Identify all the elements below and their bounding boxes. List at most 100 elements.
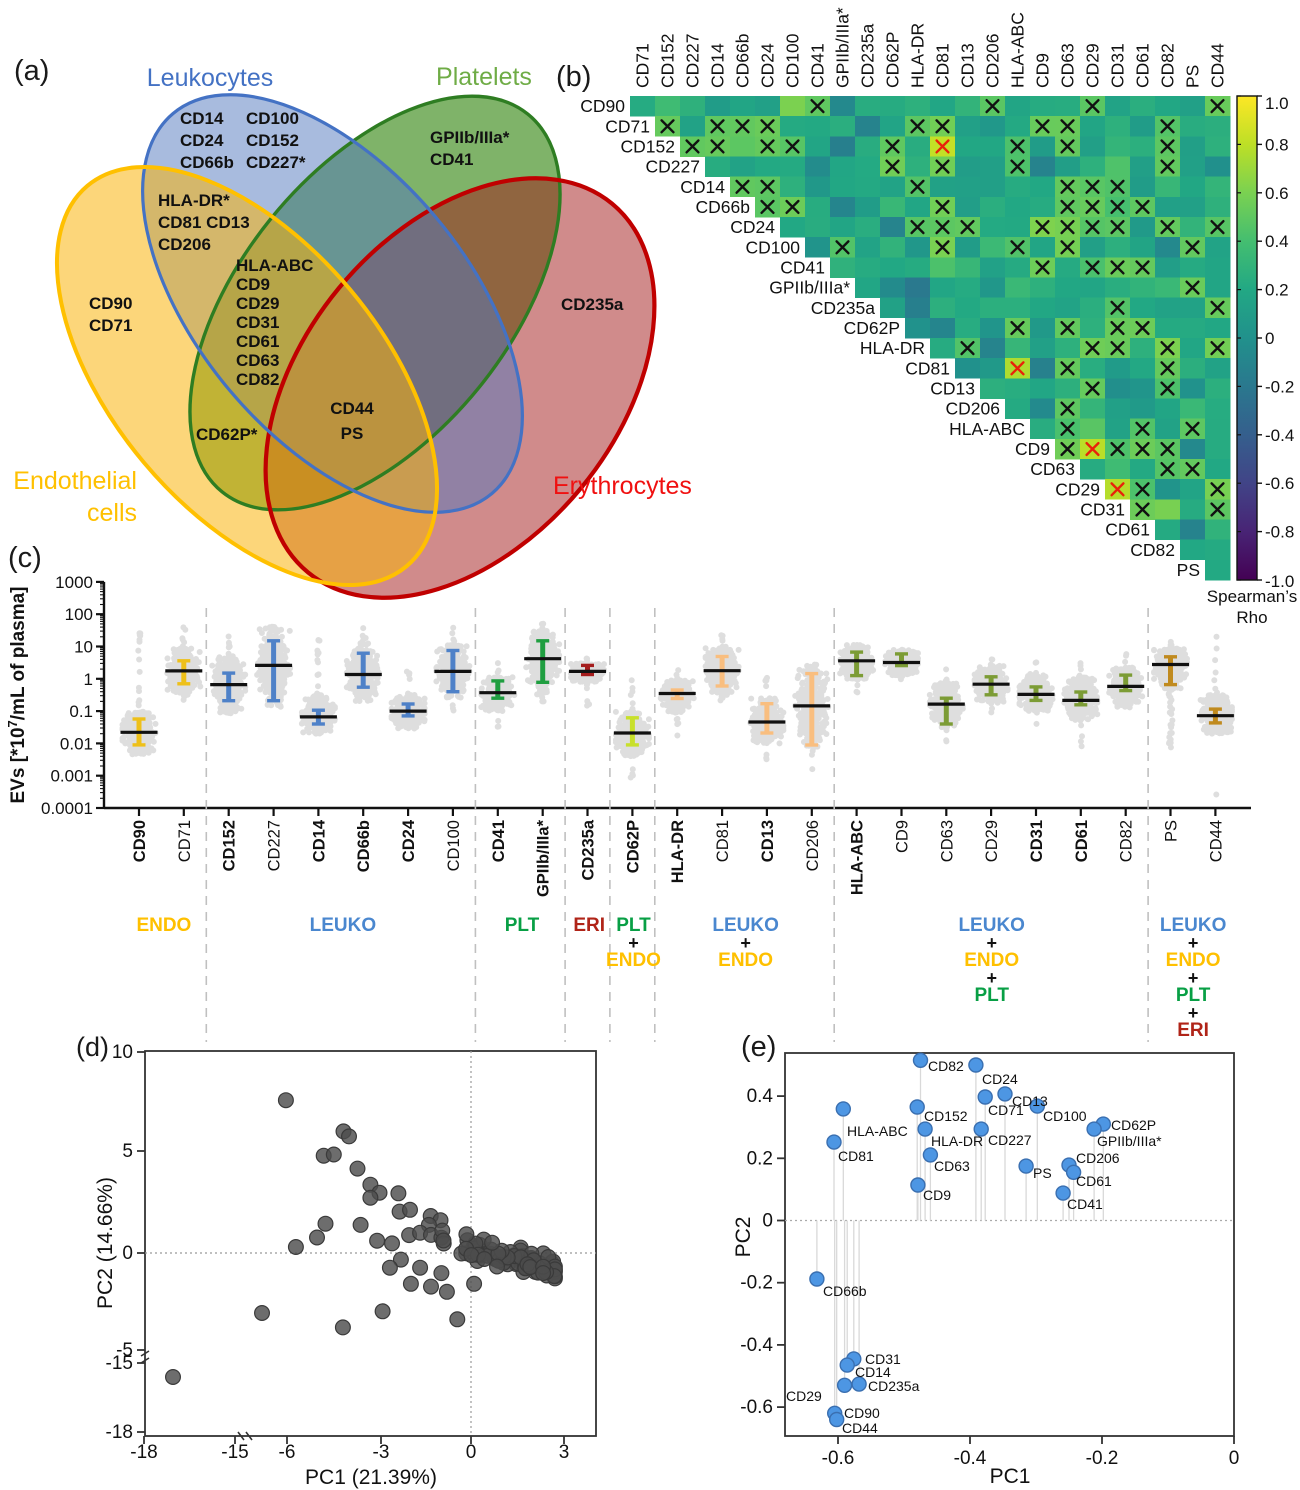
- svg-text:LEUKO: LEUKO: [958, 915, 1025, 936]
- svg-text:-0.6: -0.6: [822, 1448, 855, 1469]
- svg-text:LEUKO: LEUKO: [712, 915, 779, 936]
- svg-text:CD90: CD90: [844, 1405, 880, 1421]
- svg-text:PLT: PLT: [505, 915, 540, 936]
- svg-text:10: 10: [74, 638, 93, 657]
- svg-text:EVs [*107/mL of plasma]: EVs [*107/mL of plasma]: [5, 586, 30, 803]
- svg-text:CD227: CD227: [646, 157, 700, 177]
- svg-text:CD206: CD206: [158, 235, 211, 254]
- svg-text:HLA-DR: HLA-DR: [669, 820, 687, 883]
- svg-text:CD152: CD152: [924, 1108, 968, 1124]
- svg-text:CD82: CD82: [928, 1058, 964, 1074]
- svg-text:-15: -15: [221, 1442, 248, 1463]
- svg-text:CD41: CD41: [1067, 1196, 1103, 1212]
- svg-text:CD227*: CD227*: [246, 153, 306, 172]
- svg-text:CD14: CD14: [708, 43, 728, 88]
- svg-text:PS: PS: [1033, 1165, 1052, 1181]
- svg-text:0.01: 0.01: [60, 734, 93, 753]
- svg-text:CD24: CD24: [758, 43, 778, 88]
- svg-text:5: 5: [122, 1141, 133, 1162]
- svg-text:0.8: 0.8: [1265, 135, 1289, 154]
- svg-text:CD100: CD100: [746, 237, 801, 257]
- svg-text:CD9: CD9: [1015, 439, 1050, 459]
- svg-text:CD41: CD41: [430, 150, 473, 169]
- svg-text:CD66b: CD66b: [696, 197, 750, 217]
- svg-text:LEUKO: LEUKO: [1160, 915, 1227, 936]
- svg-text:CD100: CD100: [1043, 1108, 1087, 1124]
- svg-text:CD9: CD9: [894, 820, 912, 853]
- svg-text:-18: -18: [130, 1442, 157, 1463]
- svg-text:(a): (a): [14, 55, 49, 87]
- svg-text:(e): (e): [741, 1031, 776, 1063]
- svg-text:-0.8: -0.8: [1265, 523, 1294, 542]
- svg-text:CD14: CD14: [680, 177, 725, 197]
- svg-text:PC2: PC2: [732, 1217, 755, 1258]
- svg-text:GPIIb/IIIa*: GPIIb/IIIa*: [430, 128, 510, 147]
- svg-text:CD62P: CD62P: [883, 32, 903, 88]
- svg-text:CD29: CD29: [1055, 479, 1100, 499]
- svg-text:+: +: [1188, 968, 1199, 988]
- svg-text:ERI: ERI: [573, 915, 605, 936]
- svg-text:(d): (d): [76, 1032, 109, 1062]
- svg-text:CD100: CD100: [246, 109, 299, 128]
- svg-text:-0.4: -0.4: [954, 1448, 987, 1469]
- svg-text:0: 0: [762, 1211, 773, 1232]
- svg-text:CD13: CD13: [930, 379, 975, 399]
- svg-text:PC2 (14.66%): PC2 (14.66%): [94, 1177, 117, 1309]
- svg-text:0: 0: [1229, 1448, 1240, 1469]
- svg-text:CD24: CD24: [180, 131, 224, 150]
- svg-text:CD100: CD100: [445, 820, 463, 871]
- svg-text:CD227: CD227: [683, 34, 703, 88]
- svg-text:0.1: 0.1: [69, 702, 93, 721]
- svg-text:CD81 CD13: CD81 CD13: [158, 213, 250, 232]
- svg-text:CD227: CD227: [266, 820, 284, 871]
- svg-text:CD71: CD71: [988, 1102, 1024, 1118]
- svg-text:CD90: CD90: [89, 294, 132, 313]
- svg-text:HLA-ABC: HLA-ABC: [949, 419, 1025, 439]
- svg-text:CD44: CD44: [842, 1420, 878, 1436]
- svg-text:Spearman’s: Spearman’s: [1207, 587, 1297, 606]
- svg-text:ENDO: ENDO: [606, 950, 661, 971]
- svg-text:CD66b: CD66b: [180, 153, 234, 172]
- svg-text:100: 100: [65, 605, 93, 624]
- svg-text:PS: PS: [1163, 820, 1181, 842]
- svg-text:CD14: CD14: [180, 109, 224, 128]
- svg-text:-3: -3: [373, 1442, 390, 1463]
- svg-text:CD9: CD9: [1033, 53, 1053, 88]
- svg-text:CD62P: CD62P: [844, 318, 900, 338]
- svg-text:CD66b: CD66b: [733, 34, 753, 88]
- svg-text:-0.6: -0.6: [740, 1397, 773, 1418]
- svg-text:CD29: CD29: [236, 294, 279, 313]
- svg-text:1000: 1000: [55, 573, 93, 592]
- svg-text:CD63: CD63: [938, 820, 956, 862]
- svg-text:+: +: [740, 933, 751, 953]
- svg-text:CD31: CD31: [1028, 820, 1046, 862]
- svg-text:CD71: CD71: [605, 116, 650, 136]
- svg-text:CD152: CD152: [621, 136, 675, 156]
- svg-text:1: 1: [84, 670, 93, 689]
- svg-text:-0.4: -0.4: [1265, 426, 1294, 445]
- svg-text:CD13: CD13: [958, 43, 978, 88]
- svg-text:CD61: CD61: [1133, 43, 1153, 88]
- svg-text:CD61: CD61: [1076, 1173, 1112, 1189]
- svg-text:GPIIb/IIIa*: GPIIb/IIIa*: [535, 819, 553, 897]
- svg-text:CD235a: CD235a: [811, 298, 875, 318]
- svg-text:CD235a: CD235a: [561, 295, 624, 314]
- svg-text:0.6: 0.6: [1265, 184, 1289, 203]
- svg-text:CD13: CD13: [1012, 1093, 1048, 1109]
- svg-text:CD63: CD63: [934, 1158, 970, 1174]
- svg-text:CD41: CD41: [808, 43, 828, 88]
- svg-text:CD31: CD31: [236, 313, 279, 332]
- svg-text:-0.4: -0.4: [740, 1335, 773, 1356]
- svg-text:CD81: CD81: [714, 820, 732, 862]
- svg-text:HLA-ABC: HLA-ABC: [1008, 12, 1028, 88]
- svg-text:CD14: CD14: [310, 819, 328, 862]
- svg-text:CD206: CD206: [946, 399, 1000, 419]
- svg-text:CD227: CD227: [988, 1132, 1032, 1148]
- svg-text:Erythrocytes: Erythrocytes: [553, 472, 692, 500]
- svg-text:CD71: CD71: [89, 316, 132, 335]
- svg-text:PS: PS: [1177, 560, 1200, 580]
- svg-text:-0.2: -0.2: [1265, 377, 1294, 396]
- svg-text:CD71: CD71: [176, 820, 194, 862]
- svg-text:CD29: CD29: [983, 820, 1001, 862]
- svg-text:CD44: CD44: [1208, 43, 1228, 88]
